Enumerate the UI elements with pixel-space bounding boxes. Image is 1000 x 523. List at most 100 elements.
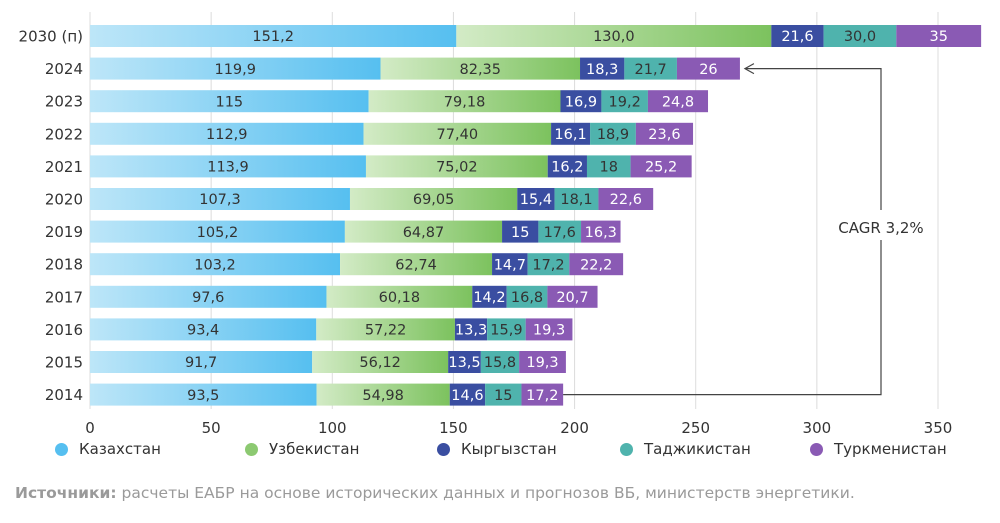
bar-segment [601, 90, 648, 113]
data-label: 18,1 [560, 192, 592, 208]
category-label: 2023 [45, 93, 83, 111]
category-label: 2014 [45, 386, 83, 404]
bar-segment [517, 188, 555, 210]
category-label: 2018 [45, 256, 83, 274]
legend: Казахстан Узбекистан Кыргызстан Таджикистан… [0, 440, 1000, 466]
x-tick-label: 350 [924, 419, 953, 437]
data-label: 115 [215, 94, 243, 110]
data-label: 16,9 [565, 94, 597, 110]
bar-segment [368, 90, 561, 113]
data-label: 16,8 [511, 290, 543, 306]
bar-segment [547, 285, 598, 308]
bar-segment [823, 25, 897, 47]
x-axis-ticks: 0 50 100 150 200 250 300 350 [85, 419, 952, 437]
bar-segment [569, 253, 624, 276]
bar-segment [448, 351, 481, 373]
source-note: Источники: расчеты ЕАБР на основе истори… [15, 484, 855, 502]
bar-segment [896, 25, 982, 47]
legend-swatch [437, 442, 450, 456]
data-label: 19,3 [526, 355, 558, 371]
x-tick-label: 100 [318, 419, 347, 437]
data-label: 112,9 [206, 127, 248, 143]
bar-segment [521, 383, 564, 406]
bar-segment [547, 155, 587, 178]
data-label: 151,2 [252, 29, 294, 45]
x-tick-label: 0 [85, 419, 95, 437]
data-label: 16,3 [585, 225, 617, 241]
legend-swatch [55, 442, 68, 456]
bar-segment [340, 253, 493, 276]
legend-label: Туркменистан [834, 440, 947, 458]
data-label: 105,2 [197, 225, 239, 241]
bar-segment [554, 188, 599, 210]
legend-label: Кыргызстан [461, 440, 557, 458]
legend-item: Туркменистан [810, 440, 947, 458]
bar-segment [316, 383, 450, 406]
data-label: 30,0 [844, 29, 876, 45]
bar-segment [365, 155, 548, 178]
data-label: 79,18 [444, 94, 486, 110]
data-label: 54,98 [362, 388, 404, 404]
data-label: 15 [494, 388, 512, 404]
data-label: 64,87 [403, 225, 445, 241]
bar-segment [90, 122, 364, 145]
bar-segment [380, 57, 581, 80]
bar-segment [449, 383, 486, 406]
bar-segment [487, 318, 526, 341]
data-label: 21,6 [781, 29, 813, 45]
data-label: 16,1 [554, 127, 586, 143]
data-label: 14,2 [473, 290, 505, 306]
bar-segment [326, 285, 473, 308]
bar-segment [90, 285, 327, 308]
data-label: 35 [930, 29, 948, 45]
bar-segment [312, 351, 449, 373]
bar-segment [525, 318, 573, 341]
legend-swatch [810, 442, 823, 456]
x-tick-label: 200 [560, 419, 589, 437]
data-label: 15,4 [520, 192, 552, 208]
category-label: 2019 [45, 223, 83, 241]
bar-segment [590, 122, 636, 145]
cagr-label: CAGR 3,2% [838, 219, 923, 237]
legend-swatch [245, 442, 258, 456]
category-label: 2030 (п) [19, 28, 83, 46]
data-label: 22,2 [580, 257, 612, 273]
x-tick-label: 50 [202, 419, 221, 437]
data-label: 14,6 [451, 388, 483, 404]
bar-segment [90, 253, 341, 276]
bar-segment [647, 90, 709, 113]
category-label: 2020 [45, 191, 83, 209]
legend-swatch [620, 442, 633, 456]
bar-segment [456, 25, 772, 47]
legend-item: Таджикистан [620, 440, 751, 458]
bar-segment [771, 25, 824, 47]
bar-segments: 151,2 130,0 21,6 30,0 35 119,9 82,35 18,3 21,7 26… [90, 25, 982, 406]
data-label: 16,2 [551, 160, 583, 176]
data-label: 21,7 [635, 62, 667, 78]
data-label: 13,5 [448, 355, 480, 371]
data-label: 15,8 [484, 355, 516, 371]
bar-segment [580, 57, 625, 80]
bar-segment [90, 318, 317, 341]
data-label: 75,02 [436, 160, 478, 176]
legend-item: Кыргызстан [437, 440, 557, 458]
data-label: 19,3 [533, 323, 565, 339]
data-label: 119,9 [214, 62, 256, 78]
data-label: 93,5 [187, 388, 219, 404]
data-label: 18,3 [586, 62, 618, 78]
data-label: 57,22 [365, 323, 407, 339]
bar-segment [538, 220, 582, 243]
stacked-bar-chart: 151,2 130,0 21,6 30,0 35 119,9 82,35 18,3 21,7 26… [19, 12, 982, 437]
data-label: 107,3 [199, 192, 241, 208]
data-label: 24,8 [662, 94, 694, 110]
bar-segment [90, 57, 381, 80]
bar-segment [349, 188, 518, 210]
category-labels: 2030 (п) 2024 2023 2022 2021 2020 2019 2018 2017… [19, 28, 83, 405]
bar-segment [598, 188, 654, 210]
data-label: 82,35 [460, 62, 502, 78]
bar-segment [316, 318, 455, 341]
source-text: расчеты ЕАБР на основе исторических данн… [116, 484, 855, 502]
cagr-annotation: CAGR 3,2% [563, 63, 924, 396]
data-label: 93,4 [187, 323, 219, 339]
data-label: 56,12 [359, 355, 401, 371]
